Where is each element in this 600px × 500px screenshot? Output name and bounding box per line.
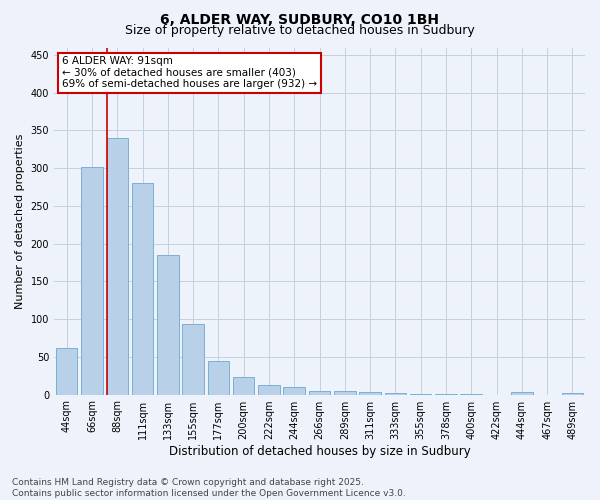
Bar	[157, 255, 179, 394]
Bar	[107, 138, 128, 394]
Bar	[56, 348, 77, 395]
Bar	[334, 391, 356, 394]
Text: 6, ALDER WAY, SUDBURY, CO10 1BH: 6, ALDER WAY, SUDBURY, CO10 1BH	[161, 12, 439, 26]
Y-axis label: Number of detached properties: Number of detached properties	[15, 134, 25, 308]
Bar	[132, 184, 153, 394]
X-axis label: Distribution of detached houses by size in Sudbury: Distribution of detached houses by size …	[169, 444, 470, 458]
Bar	[309, 391, 330, 394]
Bar	[385, 393, 406, 394]
Bar	[81, 168, 103, 394]
Bar	[208, 360, 229, 394]
Bar	[359, 392, 381, 394]
Bar	[283, 387, 305, 394]
Text: Size of property relative to detached houses in Sudbury: Size of property relative to detached ho…	[125, 24, 475, 37]
Bar	[258, 385, 280, 394]
Text: Contains HM Land Registry data © Crown copyright and database right 2025.
Contai: Contains HM Land Registry data © Crown c…	[12, 478, 406, 498]
Text: 6 ALDER WAY: 91sqm
← 30% of detached houses are smaller (403)
69% of semi-detach: 6 ALDER WAY: 91sqm ← 30% of detached hou…	[62, 56, 317, 90]
Bar	[511, 392, 533, 394]
Bar	[562, 393, 583, 394]
Bar	[182, 324, 204, 394]
Bar	[233, 377, 254, 394]
